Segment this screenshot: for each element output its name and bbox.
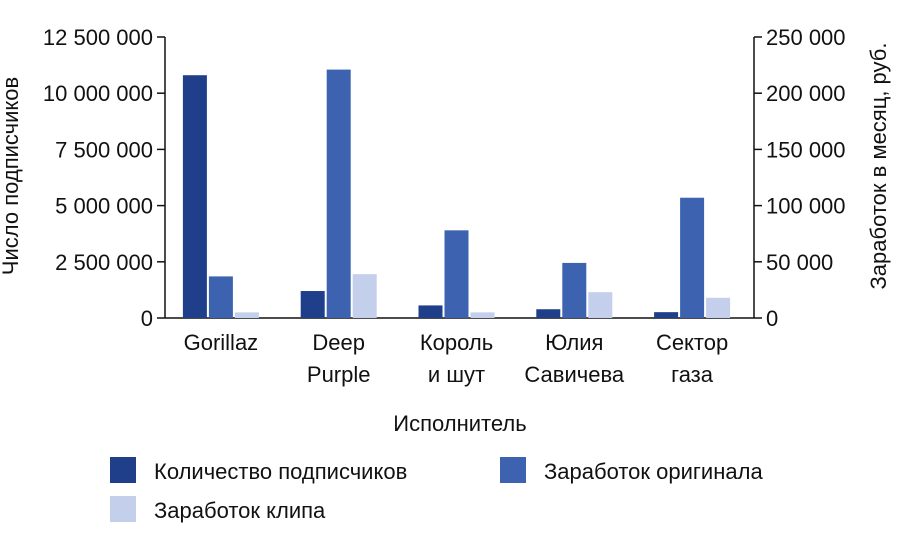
bar-3-1: [234, 312, 259, 318]
x-tick-label: Савичева: [524, 362, 624, 387]
y-axis-title-left: Число подписчиков: [0, 77, 23, 275]
left-tick-label: 10 000 000: [43, 81, 153, 106]
left-tick-label: 7 500 000: [55, 137, 153, 162]
right-tick-label: 250 000: [766, 25, 846, 50]
left-tick-label: 2 500 000: [55, 250, 153, 275]
right-tick-label: 100 000: [766, 194, 846, 219]
x-tick-label: газа: [671, 362, 714, 387]
x-tick-label: Сектор: [656, 330, 728, 355]
legend-label-1: Количество подписчиков: [154, 459, 407, 484]
bar-3-4: [588, 292, 613, 318]
left-axis-ticks: 0 2 500 000 5 000 000 7 500 000 10 000 000 12…: [43, 25, 165, 331]
bar-1-2: [300, 291, 325, 318]
left-tick-label: 5 000 000: [55, 194, 153, 219]
left-tick-label: 0: [141, 306, 153, 331]
x-tick-label: и шут: [428, 362, 485, 387]
legend-swatch-1: [110, 457, 136, 483]
y-axis-title-right: Заработок в месяц, руб.: [866, 43, 891, 290]
bar-2-3: [444, 230, 469, 318]
right-tick-label: 50 000: [766, 250, 833, 275]
bar-1-1: [182, 75, 207, 318]
bar-3-2: [352, 274, 377, 318]
x-axis-title: Исполнитель: [393, 411, 526, 436]
legend-swatch-3: [110, 496, 136, 522]
legend: Количество подписчиков Заработок оригинал…: [110, 457, 763, 523]
bar-3-3: [470, 312, 495, 318]
legend-swatch-2: [500, 457, 526, 483]
right-axis-ticks: 0 50 000 100 000 150 000 200 000 250 000: [754, 25, 846, 331]
x-tick-label: Gorillaz: [184, 330, 259, 355]
bar-3-5: [706, 297, 731, 318]
x-tick-label: Deep: [312, 330, 365, 355]
legend-label-3: Заработок клипа: [154, 498, 326, 523]
x-tick-label: Король: [420, 330, 493, 355]
bar-1-3: [418, 305, 443, 318]
x-tick-label: Purple: [307, 362, 371, 387]
bar-2-2: [326, 69, 351, 318]
right-tick-label: 150 000: [766, 137, 846, 162]
bar-2-4: [562, 262, 587, 318]
x-tick-labels: Gorillaz Deep Purple Король и шут Юлия Савичев…: [184, 330, 729, 387]
right-tick-label: 0: [766, 306, 778, 331]
bar-2-1: [208, 276, 233, 318]
bars: [182, 69, 731, 318]
legend-label-2: Заработок оригинала: [544, 459, 763, 484]
bar-1-4: [536, 309, 561, 318]
x-tick-label: Юлия: [545, 330, 603, 355]
bar-2-5: [680, 197, 705, 318]
right-tick-label: 200 000: [766, 81, 846, 106]
bar-1-5: [654, 312, 679, 318]
left-tick-label: 12 500 000: [43, 25, 153, 50]
